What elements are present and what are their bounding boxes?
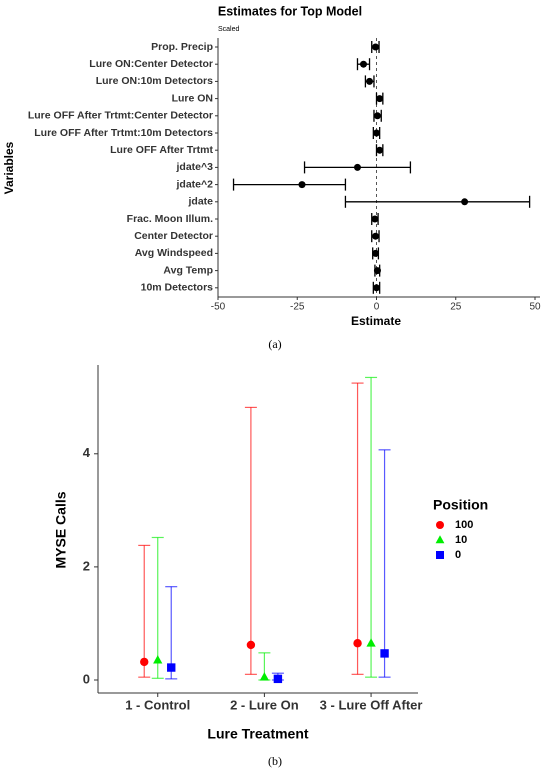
point [353, 639, 362, 648]
point [372, 43, 380, 51]
y-tick-label: Lure OFF After Trtmt:Center Detector [28, 110, 213, 122]
point [380, 649, 389, 658]
legend-label: 10 [455, 534, 467, 546]
y-tick-label: Lure ON:Center Detector [89, 58, 213, 70]
point [140, 657, 149, 667]
point [366, 77, 374, 85]
caption: (a) [268, 337, 281, 351]
point [167, 663, 176, 672]
y-tick-label: 0 [83, 671, 90, 686]
y-tick-label: Avg Windspeed [135, 247, 213, 259]
x-axis-label: Lure Treatment [207, 726, 308, 742]
legend-label: 100 [455, 519, 473, 531]
y-axis-label: MYSE Calls [53, 491, 69, 568]
y-tick-label: Center Detector [134, 230, 213, 242]
x-axis-label: Estimate [351, 314, 401, 328]
point [373, 284, 380, 292]
point [353, 163, 361, 171]
point [436, 551, 444, 559]
x-tick-label: -25 [290, 302, 305, 313]
y-tick-label: 2 [83, 558, 90, 573]
y-tick-label: Lure OFF After Trtmt:10m Detectors [34, 127, 213, 139]
y-tick-label: Lure ON:10m Detectors [96, 75, 213, 87]
y-tick-label: jdate^2 [176, 178, 214, 190]
point [373, 267, 381, 275]
point [273, 674, 283, 684]
point [372, 249, 380, 257]
y-tick-label: Lure ON [172, 92, 213, 104]
point [153, 655, 163, 664]
point [360, 60, 368, 68]
point [373, 129, 380, 137]
y-tick-label: Frac. Moon Illum. [127, 213, 213, 225]
x-tick-label: 2 - Lure On [230, 697, 299, 712]
caption: (b) [268, 754, 282, 768]
y-tick-label: 10m Detectors [141, 282, 214, 294]
point [259, 672, 270, 681]
y-tick-label: 4 [83, 445, 91, 460]
legend-label: 0 [455, 549, 461, 561]
point [436, 521, 444, 529]
point [371, 215, 379, 223]
y-tick-label: jdate [187, 196, 213, 208]
x-tick-label: 25 [450, 302, 462, 313]
x-tick-label: 1 - Control [125, 697, 190, 712]
y-tick-label: Avg Temp [163, 264, 213, 276]
legend-title: Position [433, 497, 488, 513]
y-tick-label: Lure OFF After Trtmt [110, 144, 213, 156]
chart-subtitle: Scaled [218, 26, 240, 33]
x-tick-label: 3 - Lure Off After [320, 697, 423, 712]
chart-title: Estimates for Top Model [218, 4, 362, 18]
point [373, 112, 381, 120]
point [376, 146, 384, 154]
y-tick-label: jdate^3 [176, 161, 214, 173]
x-tick-label: -50 [211, 302, 226, 313]
x-tick-label: 0 [374, 302, 380, 313]
point [372, 232, 380, 240]
point [376, 95, 384, 103]
y-axis-label: Variables [2, 141, 16, 194]
y-tick-label: Prop. Precip [151, 41, 213, 53]
point [298, 181, 306, 189]
point [461, 198, 469, 206]
point [435, 535, 445, 544]
point [366, 638, 376, 647]
x-tick-label: 50 [529, 302, 541, 313]
point [246, 640, 256, 650]
